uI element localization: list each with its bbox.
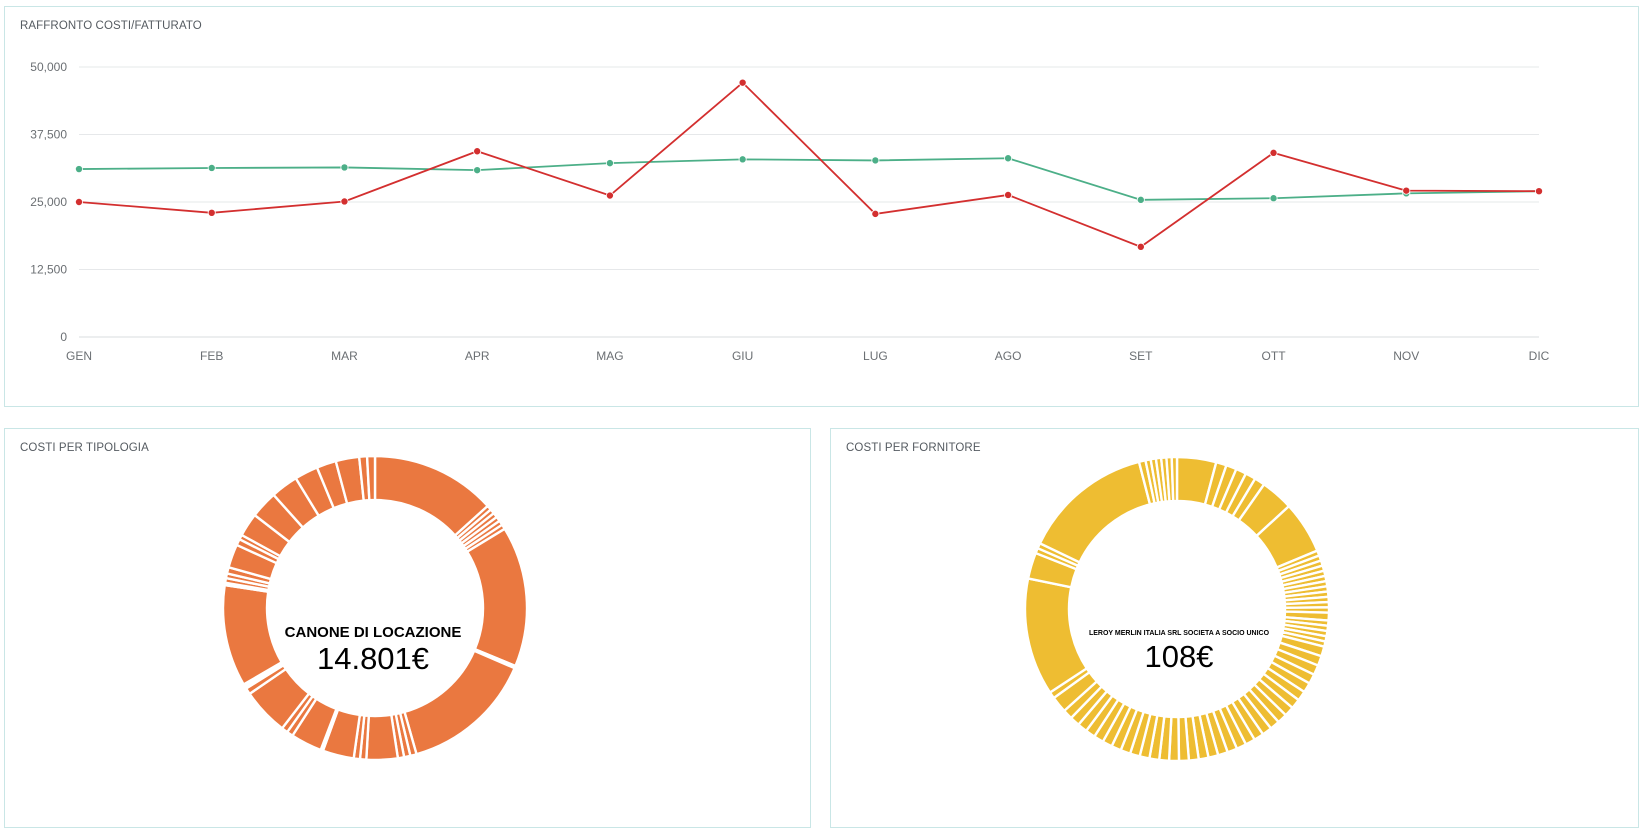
y-tick-label: 37,500	[30, 128, 67, 142]
y-tick-label: 50,000	[30, 60, 67, 74]
data-point[interactable]	[207, 208, 216, 217]
series-line-2	[78, 81, 1540, 248]
data-point[interactable]	[1269, 194, 1278, 203]
x-tick-label: GIU	[732, 349, 753, 363]
data-point[interactable]	[473, 166, 482, 175]
data-point[interactable]	[738, 155, 747, 164]
donut-chart-tipologia[interactable]	[5, 429, 810, 827]
chart-title: COSTI PER TIPOLOGIA	[20, 442, 149, 454]
donut-slice[interactable]	[1170, 455, 1179, 503]
donut-center-value: 108€	[1144, 639, 1214, 674]
y-tick-label: 0	[60, 330, 67, 344]
data-point[interactable]	[1136, 242, 1145, 251]
chart-panel-fornitore: COSTI PER FORNITORE LEROY MERLIN ITALIA …	[830, 428, 1639, 828]
x-tick-label: FEB	[200, 349, 223, 363]
chart-title: COSTI PER FORNITORE	[846, 442, 981, 454]
data-point[interactable]	[1004, 154, 1013, 163]
data-point[interactable]	[1535, 187, 1544, 196]
data-point[interactable]	[1136, 195, 1145, 204]
donut-center-label: LEROY MERLIN ITALIA SRL SOCIETA A SOCIO …	[1054, 630, 1304, 675]
donut-slice[interactable]	[365, 713, 400, 762]
donut-center-name: CANONE DI LOCAZIONE	[284, 624, 462, 641]
y-tick-label: 25,000	[30, 195, 67, 209]
line-chart[interactable]: 0 12,500 25,000 37,500 50,000 GEN FEB MAR APR MAG…	[5, 7, 1638, 406]
chart-panel-raffronto: RAFFRONTO COSTI/FATTURATO 0 12,500 25,000 3…	[4, 6, 1639, 407]
data-point[interactable]	[738, 78, 747, 87]
data-point[interactable]	[605, 159, 614, 168]
x-tick-label: LUG	[863, 349, 888, 363]
donut-center-label: CANONE DI LOCAZIONE 14.801€	[248, 624, 498, 677]
x-tick-label: OTT	[1262, 349, 1287, 363]
x-tick-label: MAR	[331, 349, 358, 363]
x-tick-label: GEN	[66, 349, 92, 363]
x-tick-label: SET	[1129, 349, 1153, 363]
series-line-1	[78, 157, 1540, 201]
data-point[interactable]	[871, 209, 880, 218]
donut-chart-fornitore[interactable]	[831, 429, 1638, 827]
x-tick-label: MAG	[596, 349, 623, 363]
donut-center-value: 14.801€	[316, 641, 430, 676]
chart-title: RAFFRONTO COSTI/FATTURATO	[20, 20, 202, 32]
data-point[interactable]	[75, 197, 84, 206]
donut-slice[interactable]	[1038, 460, 1152, 564]
x-tick-label: NOV	[1393, 349, 1419, 363]
data-point[interactable]	[340, 197, 349, 206]
data-point[interactable]	[1269, 148, 1278, 157]
x-tick-label: DIC	[1529, 349, 1550, 363]
data-point[interactable]	[1004, 190, 1013, 199]
chart-panel-tipologia: COSTI PER TIPOLOGIA CANONE DI LOCAZIONE …	[4, 428, 811, 828]
data-point[interactable]	[473, 147, 482, 156]
data-point[interactable]	[605, 191, 614, 200]
donut-center-name: LEROY MERLIN ITALIA SRL SOCIETA A SOCIO …	[1088, 630, 1270, 637]
y-tick-label: 12,500	[30, 263, 67, 277]
data-point[interactable]	[75, 165, 84, 174]
x-tick-label: AGO	[995, 349, 1022, 363]
data-point[interactable]	[871, 156, 880, 165]
data-point[interactable]	[207, 163, 216, 172]
donut-slice[interactable]	[365, 454, 377, 502]
data-point[interactable]	[340, 163, 349, 172]
data-point[interactable]	[1402, 186, 1411, 195]
x-tick-label: APR	[465, 349, 490, 363]
